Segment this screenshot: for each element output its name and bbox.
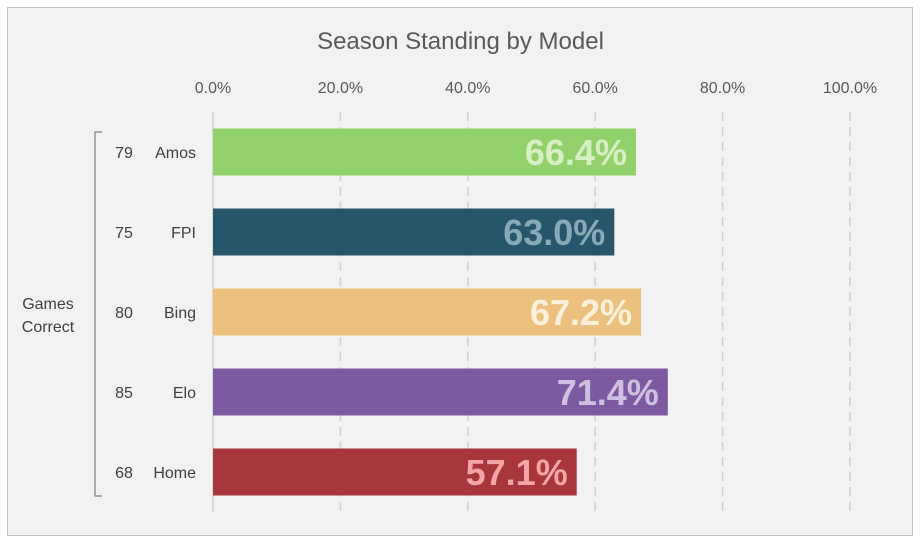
chart-title: Season Standing by Model [317, 28, 604, 55]
group-label: Games [22, 296, 74, 313]
group-bracket [94, 131, 102, 497]
bar [213, 128, 636, 176]
games-correct-label: 75 [115, 225, 133, 242]
games-correct-label: 80 [115, 305, 133, 322]
data-label: 71.4% [557, 372, 659, 413]
x-tick-label: 20.0% [318, 80, 363, 97]
bar [213, 288, 642, 336]
x-tick-label: 0.0% [195, 80, 231, 97]
category-label: Home [153, 465, 196, 482]
category-label: Elo [173, 385, 196, 402]
bar [213, 448, 577, 496]
x-tick-label: 80.0% [700, 80, 745, 97]
bar [213, 208, 615, 256]
data-label: 57.1% [466, 452, 568, 493]
chart-area [7, 7, 913, 536]
category-label: FPI [171, 225, 196, 242]
group-label: Correct [22, 319, 75, 336]
games-correct-label: 85 [115, 385, 133, 402]
category-label: Bing [164, 305, 196, 322]
category-label: Amos [155, 145, 196, 162]
data-label: 63.0% [503, 212, 605, 253]
bar [213, 368, 668, 416]
data-label: 67.2% [530, 292, 632, 333]
data-label: 66.4% [525, 132, 627, 173]
x-tick-label: 100.0% [823, 80, 877, 97]
x-tick-label: 60.0% [573, 80, 618, 97]
games-correct-label: 68 [115, 465, 133, 482]
x-tick-label: 40.0% [445, 80, 490, 97]
games-correct-label: 79 [115, 145, 133, 162]
